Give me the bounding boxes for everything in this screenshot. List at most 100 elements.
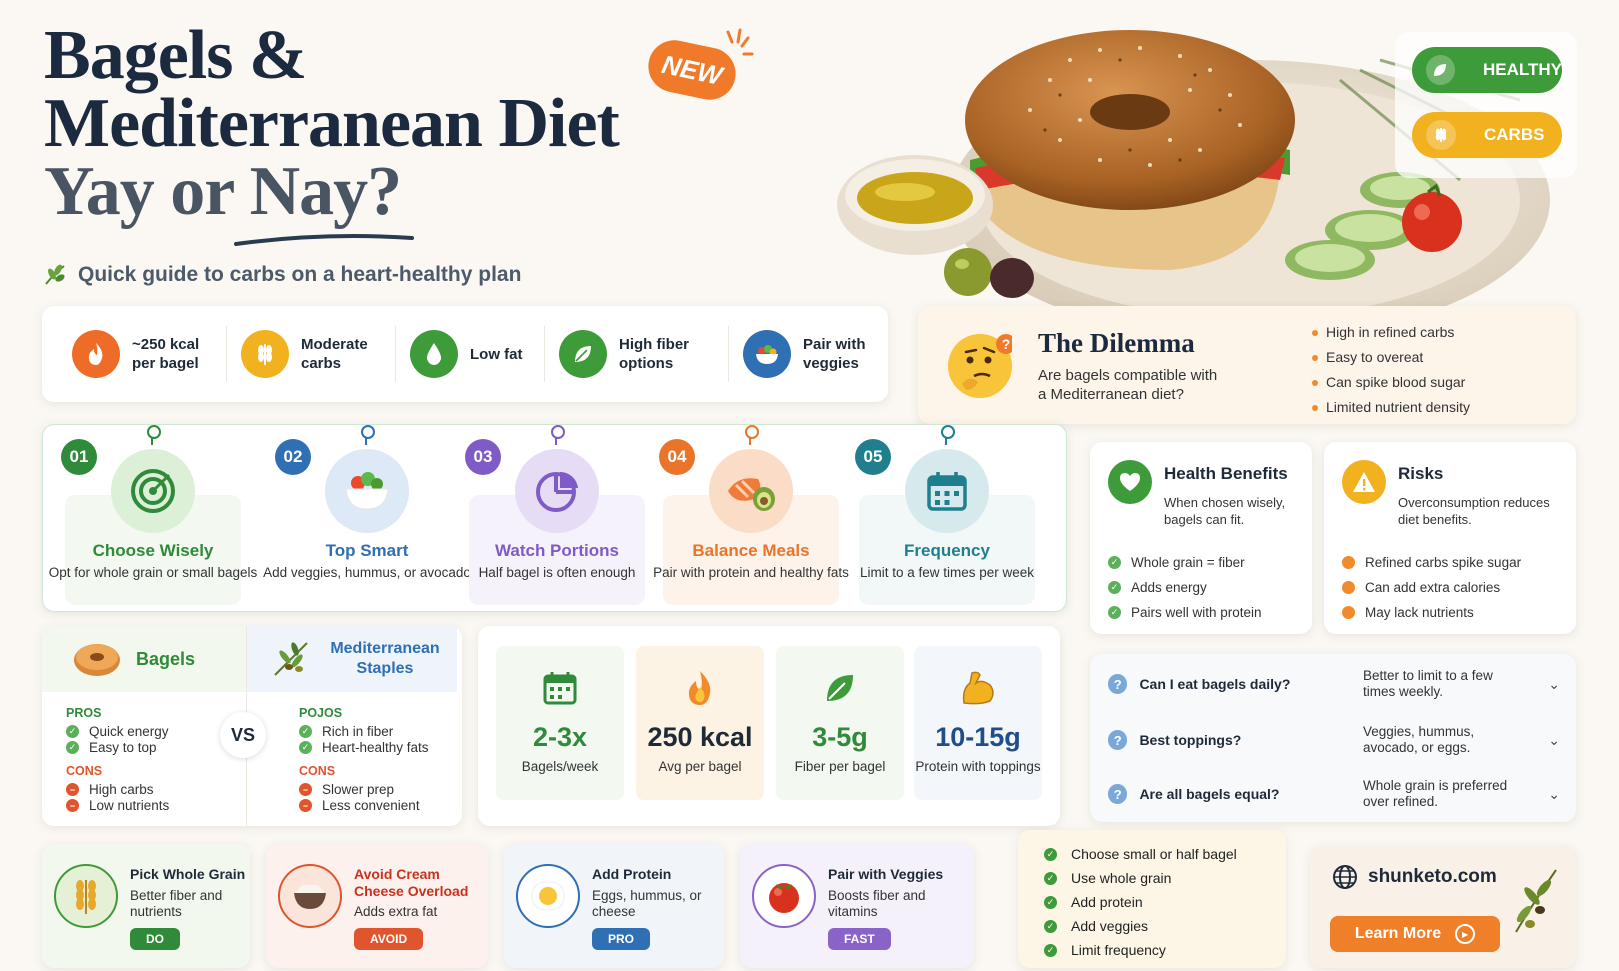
subtitle: Quick guide to carbs on a heart-healthy … xyxy=(42,262,521,288)
bullet-dot-icon xyxy=(1342,556,1355,569)
tip-title: Pair with Veggies xyxy=(828,866,944,882)
list-item: ✓ Adds energy xyxy=(1108,575,1262,600)
list-item: − Less convenient xyxy=(299,798,420,813)
tip-title: Add Protein xyxy=(592,866,672,882)
step-number: 05 xyxy=(855,439,891,475)
list-item: Easy to overeat xyxy=(1310,345,1470,370)
olive-branch-icon xyxy=(274,642,308,676)
cream-cheese-bowl-icon xyxy=(278,864,342,928)
metrics-panel: 2-3x Bagels/week 250 kcal Avg per bagel … xyxy=(478,626,1060,826)
subtitle-text: Quick guide to carbs on a heart-healthy … xyxy=(78,263,522,286)
title-underline xyxy=(234,234,414,246)
flame-icon xyxy=(72,330,120,378)
step-balance-meals: 04 Balance Meals Pair with protein and h… xyxy=(641,425,849,611)
flame-icon xyxy=(680,668,720,708)
warning-icon xyxy=(1342,460,1386,504)
benefits-list: ✓ Whole grain = fiber ✓ Adds energy ✓ Pairs… xyxy=(1108,550,1262,625)
chevron-down-icon[interactable]: ⌄ xyxy=(1548,731,1560,748)
website-url: shunketo.com xyxy=(1368,866,1497,887)
metric-value: 250 kcal xyxy=(647,722,753,752)
faq-item[interactable]: ? Can I eat bagels daily? Better to limi… xyxy=(1108,668,1560,700)
website-link[interactable]: shunketo.com xyxy=(1332,864,1497,890)
check-icon: ✓ xyxy=(1044,847,1057,861)
step-desc: Limit to a few times per week xyxy=(859,565,1035,580)
mediterranean-header: Mediterranean Staples xyxy=(247,626,457,692)
check-icon: ✓ xyxy=(1044,943,1057,957)
tip-desc: Boosts fiber and vitamins xyxy=(828,888,926,919)
title-line-1: Bagels & xyxy=(44,17,307,94)
list-item: − Low nutrients xyxy=(66,798,169,813)
question-icon: ? xyxy=(1108,784,1128,804)
bagels-title: Bagels xyxy=(136,648,196,669)
website-card: shunketo.com Learn More ▶ xyxy=(1310,846,1576,968)
metric-label: Protein with toppings xyxy=(915,759,1041,774)
stat-fiber: High fiber options xyxy=(545,326,729,382)
wheat-icon xyxy=(1426,120,1456,150)
stat-carbs: Moderate carbs xyxy=(227,326,396,382)
benefits-title: Health Benefits xyxy=(1164,464,1288,483)
leaf-icon xyxy=(1426,55,1455,85)
learn-more-button[interactable]: Learn More ▶ xyxy=(1330,916,1500,952)
leaf-icon xyxy=(820,668,860,708)
step-number: 01 xyxy=(61,439,97,475)
title-line-2: Mediterranean Diet xyxy=(44,85,620,162)
risks-card: Risks Overconsumption reduces diet benef… xyxy=(1324,442,1576,634)
list-item: ✓ Heart-healthy fats xyxy=(299,740,429,755)
stat-calories: ~250 kcal per bagel xyxy=(58,326,227,382)
list-item: Can spike blood sugar xyxy=(1310,370,1470,395)
chevron-down-icon[interactable]: ⌄ xyxy=(1548,675,1560,692)
bowl-icon xyxy=(743,330,791,378)
faq-answer: Veggies, hummus, avocado, or eggs. xyxy=(1363,724,1475,755)
salad-bowl-icon xyxy=(325,449,409,533)
tip-desc: Eggs, hummus, or cheese xyxy=(592,888,702,919)
play-arrow-icon: ▶ xyxy=(1455,924,1476,944)
check-icon: ✓ xyxy=(66,725,79,738)
list-item: ✓ Choose small or half bagel xyxy=(1044,842,1237,866)
tag-carbs: CARBS xyxy=(1412,112,1562,158)
tip-badge: FAST xyxy=(828,928,891,950)
check-icon: ✓ xyxy=(299,741,312,754)
calendar-icon xyxy=(540,668,580,708)
tip-avoid-cream-cheese: Avoid Cream Cheese Overload Adds extra f… xyxy=(266,844,488,968)
tip-whole-grain: Pick Whole Grain Better fiber and nutrie… xyxy=(42,844,250,968)
bagels-column: Bagels PROS ✓ Quick energy ✓ Easy to top C… xyxy=(42,626,252,826)
risks-list: Refined carbs spike sugar Can add extra … xyxy=(1342,550,1521,625)
calendar-icon xyxy=(905,449,989,533)
metric-value: 3-5g xyxy=(812,722,868,752)
svg-text:?: ? xyxy=(1002,336,1011,352)
thinking-face-icon: ? xyxy=(948,334,1012,398)
list-item: Limited nutrient density xyxy=(1310,395,1470,420)
bullet-dot-icon xyxy=(1342,581,1355,594)
stat-fat: Low fat xyxy=(396,326,545,382)
chevron-down-icon[interactable]: ⌄ xyxy=(1548,785,1560,802)
salmon-avocado-icon xyxy=(709,449,793,533)
list-item: High in refined carbs xyxy=(1310,320,1470,345)
list-item: May lack nutrients xyxy=(1342,600,1521,625)
list-item: ✓ Add veggies xyxy=(1044,914,1237,938)
list-item: ✓ Rich in fiber xyxy=(299,724,393,739)
tip-badge: PRO xyxy=(592,928,651,950)
stat-fat-label: Low fat xyxy=(470,345,523,363)
check-icon: ✓ xyxy=(66,741,79,754)
tip-add-protein: Add Protein Eggs, hummus, or cheese PRO xyxy=(504,844,724,968)
faq-panel: ? Can I eat bagels daily? Better to limi… xyxy=(1090,654,1576,822)
faq-item[interactable]: ? Are all bagels equal? Whole grain is p… xyxy=(1108,778,1560,810)
step-choose-wisely: 01 Choose Wisely Opt for whole grain or … xyxy=(43,425,257,611)
metric-frequency: 2-3x Bagels/week xyxy=(496,646,624,800)
check-icon: ✓ xyxy=(1044,895,1057,909)
tag-panel: HEALTHY CARBS xyxy=(1395,32,1577,178)
metric-value: 2-3x xyxy=(532,722,588,752)
stat-fiber-label: High fiber options xyxy=(619,336,689,372)
herb-icon xyxy=(45,264,65,285)
step-title: Top Smart xyxy=(325,541,409,560)
check-icon: ✓ xyxy=(1108,581,1121,594)
quick-stats-bar: ~250 kcal per bagel Moderate carbs Low f… xyxy=(42,306,888,402)
tip-desc: Better fiber and nutrients xyxy=(130,888,223,919)
metric-label: Bagels/week xyxy=(521,759,599,774)
faq-item[interactable]: ? Best toppings? Veggies, hummus, avocad… xyxy=(1108,724,1560,756)
egg-icon xyxy=(516,864,580,928)
tag-healthy-label: HEALTHY xyxy=(1482,60,1562,79)
minus-icon: − xyxy=(299,783,312,796)
dilemma-title: The Dilemma xyxy=(1038,328,1195,358)
pros-label: POJOS xyxy=(299,706,343,720)
